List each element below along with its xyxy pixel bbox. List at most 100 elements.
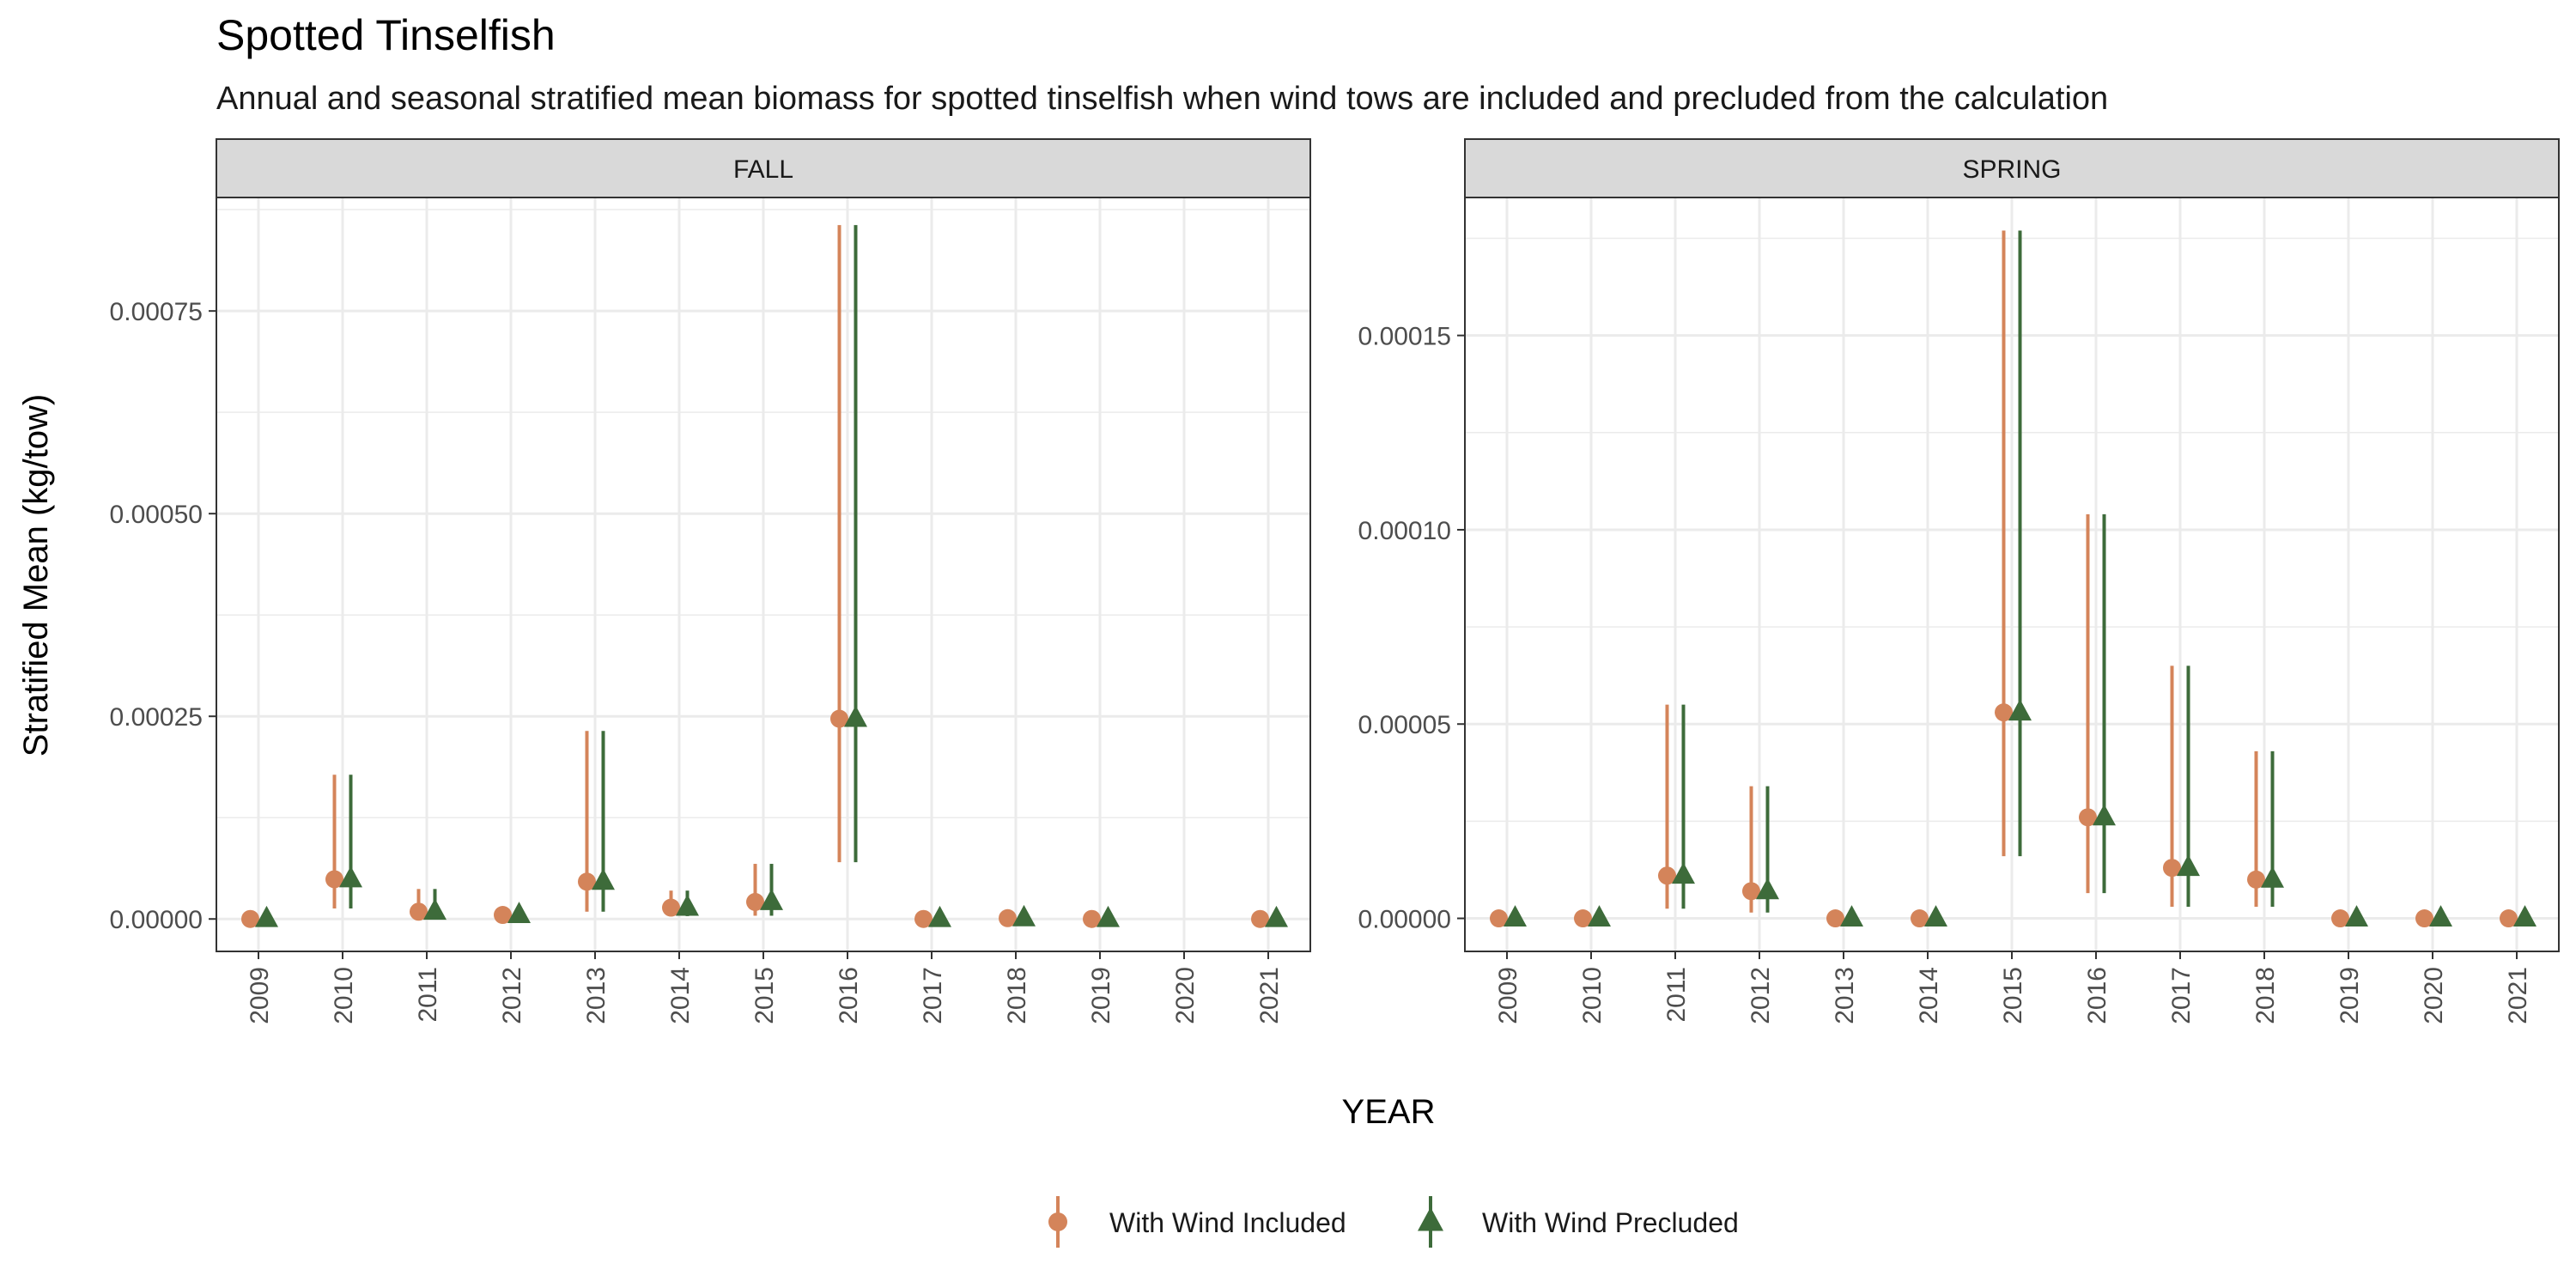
data-point [1826,909,1844,928]
data-point [1658,866,1676,885]
legend-item-with-wind-included: With Wind Included [1048,1196,1346,1248]
panel-fall: FALL 0.00000 0.00025 0.00050 0.00075 2009 2010… [110,138,1311,1024]
data-point [2345,905,2368,927]
x-tick-label: 2011 [1662,967,1691,1023]
x-tick-label: 2015 [750,967,779,1024]
data-point [423,898,447,920]
data-point [1097,905,1120,927]
data-point [339,866,362,888]
legend-label: With Wind Precluded [1482,1207,1739,1238]
strip-background [216,138,1311,198]
x-tick-label: 2009 [1494,967,1522,1024]
data-point [1911,909,1929,928]
x-tick-label: 2016 [835,967,863,1024]
data-point [592,868,615,890]
x-tick-label: 2018 [1003,967,1031,1024]
x-tick-label: 2013 [1831,967,1859,1024]
data-point [1012,904,1036,927]
data-point [746,892,764,911]
data-point [676,894,699,916]
y-tick-label: 0.00015 [1358,323,1451,351]
y-tick-label: 0.00000 [110,906,203,934]
data-point [1574,909,1592,928]
x-tick-label: 2021 [2504,967,2532,1024]
data-point [999,908,1017,927]
y-tick-label: 0.00050 [110,501,203,529]
chart-title: Spotted Tinselfish [216,11,556,59]
data-point [2008,699,2032,721]
legend-key-marker [1048,1212,1067,1231]
data-point [1588,905,1611,927]
strip-background [1464,138,2560,198]
data-point [1251,909,1269,928]
data-point [830,709,848,728]
x-tick-label: 2019 [2336,967,2364,1024]
legend: With Wind Included With Wind Precluded [1048,1196,1739,1248]
series-with-wind-included [1490,230,2518,928]
y-tick-label: 0.00005 [1358,711,1451,739]
data-point [928,905,951,927]
data-point [2429,905,2452,927]
panel-border [216,197,1311,952]
data-point [2513,905,2537,927]
series-with-wind-included [241,225,1269,928]
x-axis-title: YEAR [1342,1093,1436,1131]
panel-spring: SPRING 0.00000 0.00005 0.00010 0.00015 2009 20… [1358,138,2560,1024]
x-tick-label: 2012 [498,967,526,1024]
y-tick-label: 0.00010 [1358,517,1451,545]
data-point [1995,703,2013,722]
data-point [914,909,933,928]
data-point [410,902,428,921]
series-with-wind-precluded [255,225,1288,927]
data-point [2163,859,2181,878]
data-point [662,898,680,917]
data-point [1265,905,1288,927]
panel-border [1464,197,2560,952]
data-point [2261,866,2284,888]
legend-key-marker [1418,1206,1443,1231]
chart-subtitle: Annual and seasonal stratified mean biom… [216,81,2108,117]
y-tick-label: 0.00000 [1358,906,1451,934]
y-tick-label: 0.00075 [110,298,203,326]
x-tick-label: 2009 [246,967,274,1024]
data-point [1840,905,1863,927]
data-point [1924,905,1947,927]
x-tick-label: 2014 [1915,967,1943,1024]
data-point [1672,862,1695,884]
data-point [1083,909,1101,928]
data-point [2247,870,2265,889]
data-point [2331,909,2349,928]
x-tick-label: 2020 [1171,967,1200,1024]
data-point [760,889,783,910]
data-point [1490,909,1508,928]
data-point [1756,878,1779,900]
strip-label: FALL [733,155,793,184]
x-tick-label: 2010 [330,967,358,1024]
data-point [2093,804,2116,826]
data-point [2415,909,2433,928]
x-tick-label: 2010 [1578,967,1607,1024]
data-point [2079,808,2097,827]
data-point [507,902,531,923]
panels: FALL 0.00000 0.00025 0.00050 0.00075 2009 2010… [110,138,2560,1024]
x-tick-label: 2013 [582,967,611,1024]
x-tick-label: 2017 [2167,967,2196,1024]
legend-label: With Wind Included [1109,1207,1346,1238]
x-tick-label: 2020 [2420,967,2448,1024]
x-tick-label: 2014 [666,967,695,1024]
x-tick-label: 2017 [919,967,947,1024]
data-point [1504,905,1527,927]
data-point [2500,909,2518,928]
x-tick-label: 2019 [1087,967,1115,1024]
data-point [325,870,343,889]
x-tick-label: 2015 [1999,967,2027,1024]
y-tick-label: 0.00025 [110,703,203,732]
legend-item-with-wind-precluded: With Wind Precluded [1418,1196,1739,1248]
data-point [2177,854,2200,877]
x-tick-label: 2021 [1255,967,1284,1024]
data-point [241,909,259,928]
x-tick-label: 2018 [2251,967,2280,1024]
x-tick-label: 2016 [2083,967,2111,1024]
x-tick-label: 2012 [1747,967,1775,1024]
strip-label: SPRING [1962,155,2061,184]
